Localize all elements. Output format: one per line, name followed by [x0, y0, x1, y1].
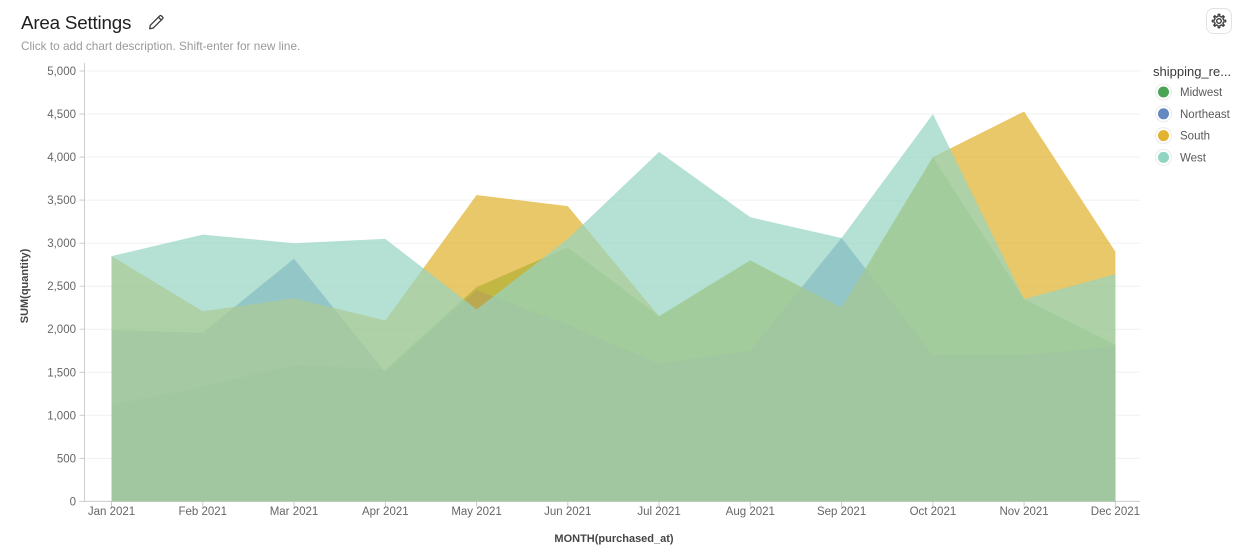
svg-text:MONTH(purchased_at): MONTH(purchased_at) [554, 533, 674, 545]
svg-text:3,500: 3,500 [47, 195, 76, 207]
svg-text:Sep 2021: Sep 2021 [817, 506, 866, 518]
svg-text:Apr 2021: Apr 2021 [362, 506, 409, 518]
svg-text:Oct 2021: Oct 2021 [910, 506, 957, 518]
svg-text:Dec 2021: Dec 2021 [1091, 506, 1140, 518]
svg-text:Jan 2021: Jan 2021 [88, 506, 135, 518]
svg-text:shipping_re...: shipping_re... [1153, 64, 1231, 79]
svg-text:4,000: 4,000 [47, 152, 76, 164]
svg-text:2,500: 2,500 [47, 281, 76, 293]
svg-text:5,000: 5,000 [47, 66, 76, 78]
svg-text:1,500: 1,500 [47, 367, 76, 379]
svg-text:Aug 2021: Aug 2021 [726, 506, 775, 518]
svg-text:Jun 2021: Jun 2021 [544, 506, 591, 518]
svg-text:Mar 2021: Mar 2021 [270, 506, 319, 518]
svg-text:1,000: 1,000 [47, 410, 76, 422]
svg-text:Northeast: Northeast [1180, 109, 1231, 121]
svg-text:West: West [1180, 152, 1207, 164]
svg-text:May 2021: May 2021 [451, 506, 502, 518]
svg-text:Jul 2021: Jul 2021 [637, 506, 680, 518]
svg-text:0: 0 [70, 496, 76, 508]
svg-text:Click to add chart description: Click to add chart description. Shift-en… [21, 39, 300, 53]
svg-text:500: 500 [57, 453, 76, 465]
svg-text:South: South [1180, 131, 1210, 143]
svg-text:Midwest: Midwest [1180, 87, 1223, 99]
svg-text:SUM(quantity): SUM(quantity) [19, 248, 31, 323]
svg-text:Nov 2021: Nov 2021 [999, 506, 1048, 518]
svg-text:3,000: 3,000 [47, 238, 76, 250]
svg-text:2,000: 2,000 [47, 324, 76, 336]
svg-text:Area Settings: Area Settings [21, 12, 131, 33]
svg-text:4,500: 4,500 [47, 109, 76, 121]
svg-text:Feb 2021: Feb 2021 [178, 506, 227, 518]
